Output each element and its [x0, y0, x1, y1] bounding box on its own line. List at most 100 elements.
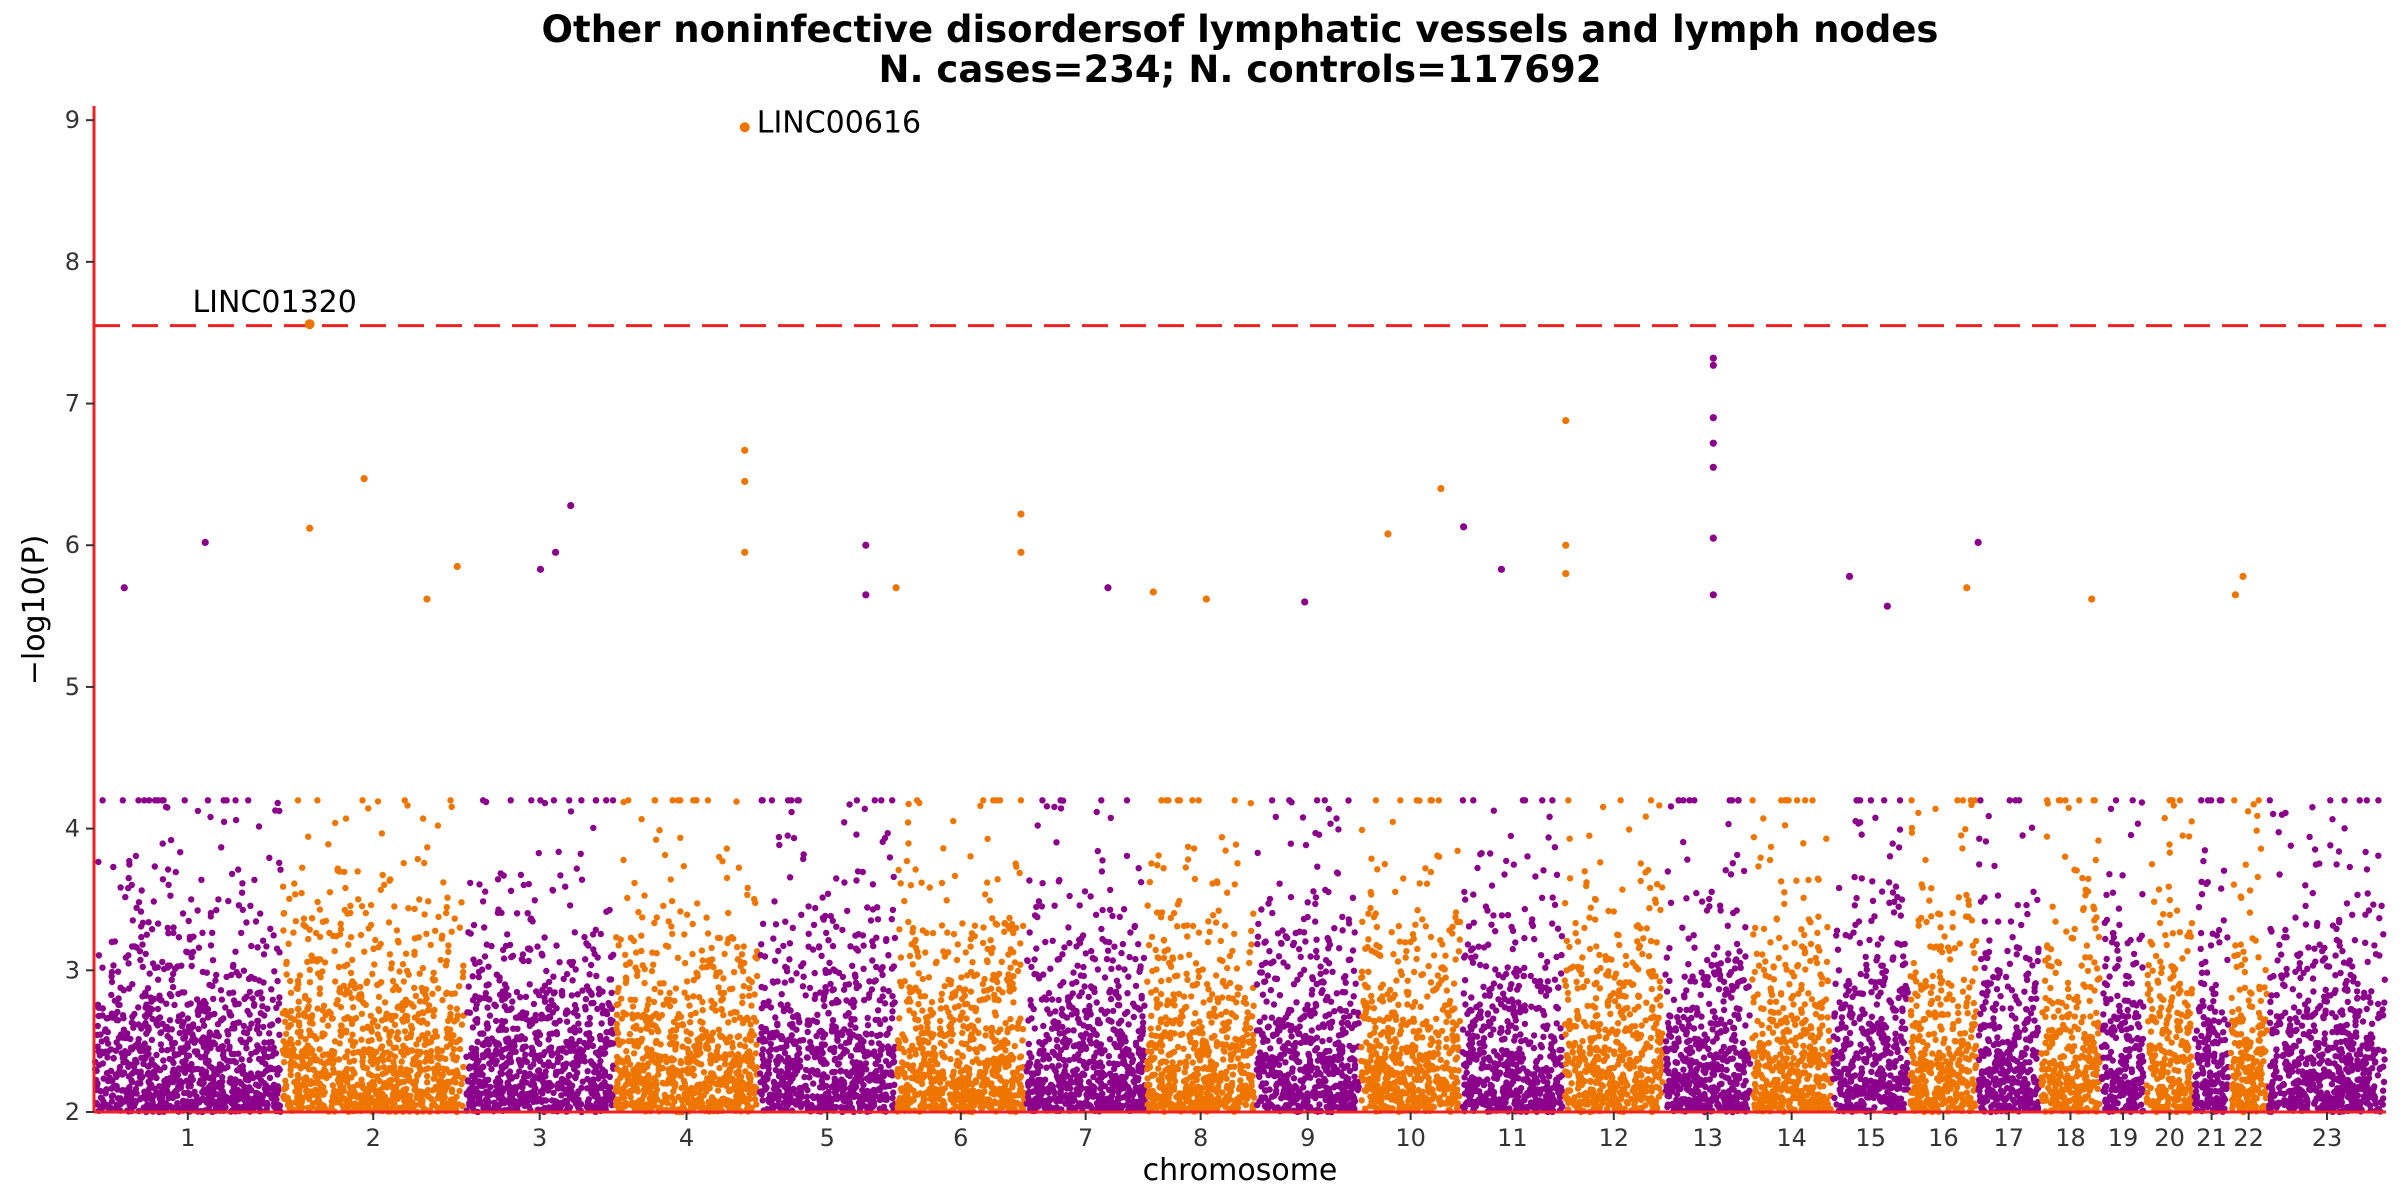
snp-point — [586, 1014, 593, 1022]
snp-point — [254, 944, 261, 951]
snp-point — [506, 1073, 513, 1080]
snp-point — [252, 918, 260, 925]
snp-point — [230, 997, 238, 1004]
snp-point — [104, 1040, 112, 1047]
snp-point — [95, 952, 103, 959]
snp-point — [331, 947, 338, 955]
snp-point — [498, 1063, 505, 1071]
snp-point — [431, 1070, 439, 1077]
snp-point — [168, 992, 175, 1000]
snp-point — [382, 1025, 389, 1033]
snp-point — [838, 1076, 845, 1083]
snp-point — [1014, 967, 1022, 975]
snp-point — [314, 797, 321, 804]
snp-point — [698, 947, 706, 954]
snp-point — [114, 1095, 122, 1102]
snp-point — [569, 958, 577, 966]
snp-point — [739, 1019, 747, 1027]
snp-point — [300, 915, 308, 922]
snp-point — [397, 1065, 405, 1072]
snp-point — [545, 1036, 552, 1043]
snp-point — [759, 1078, 766, 1086]
snp-point — [674, 954, 682, 961]
snp-point — [389, 977, 397, 985]
snp-point — [815, 943, 823, 950]
snp-point — [282, 1042, 289, 1050]
snp-point — [292, 918, 299, 925]
snp-point — [182, 1033, 189, 1041]
snp-point — [362, 909, 369, 917]
snp-point — [693, 1083, 700, 1091]
snp-point — [344, 1014, 351, 1021]
snp-point — [923, 929, 930, 936]
snp-point — [632, 964, 639, 971]
snp-point — [313, 1035, 320, 1043]
snp-point — [700, 1069, 708, 1076]
snp-point — [865, 1092, 872, 1099]
snp-point — [643, 1024, 650, 1031]
snp-point — [168, 1026, 175, 1033]
snp-point — [949, 1031, 956, 1038]
snp-point — [829, 942, 837, 950]
snp-point — [321, 959, 329, 966]
snp-point — [729, 1044, 736, 1051]
snp-point — [94, 1043, 101, 1050]
snp-point — [884, 1030, 891, 1037]
points-layer — [92, 797, 2388, 1116]
snp-point — [204, 797, 212, 804]
snp-point — [515, 1100, 522, 1107]
snp-point — [671, 1098, 678, 1105]
snp-point — [202, 1068, 210, 1075]
snp-point — [748, 1055, 756, 1062]
snp-point — [537, 797, 544, 804]
snp-point — [474, 1038, 481, 1046]
snp-point — [224, 1038, 231, 1045]
snp-point — [443, 1025, 451, 1033]
snp-point — [622, 974, 630, 981]
snp-point — [673, 1040, 680, 1047]
snp-point — [369, 1019, 376, 1026]
snp-point — [631, 1042, 638, 1049]
snp-point — [117, 884, 124, 891]
snp-point — [195, 944, 203, 951]
snp-point — [1001, 928, 1008, 935]
snp-point — [928, 998, 936, 1006]
snp-point — [449, 1051, 456, 1058]
snp-point — [111, 1084, 118, 1091]
snp-point — [185, 1052, 193, 1059]
snp-point — [703, 914, 710, 921]
snp-point — [739, 993, 746, 1000]
snp-point — [513, 1073, 520, 1080]
snp-point — [165, 881, 172, 888]
snp-point — [823, 929, 830, 937]
snp-point — [121, 1048, 129, 1055]
snp-point — [509, 998, 516, 1005]
snp-point — [145, 1063, 152, 1070]
snp-point — [566, 1104, 574, 1111]
snp-point — [599, 1002, 606, 1009]
snp-point — [657, 989, 664, 996]
snp-point — [350, 1068, 357, 1076]
snp-point — [645, 996, 652, 1003]
snp-point — [391, 903, 398, 910]
snp-point — [104, 1048, 112, 1055]
snp-point — [878, 797, 885, 804]
snp-point — [401, 1105, 408, 1112]
snp-point — [532, 1017, 539, 1024]
snp-point — [432, 1028, 439, 1035]
snp-point — [503, 1006, 511, 1014]
snp-point — [557, 1054, 564, 1061]
snp-point — [358, 1010, 366, 1017]
snp-point — [810, 921, 818, 929]
snp-point — [381, 999, 389, 1006]
snp-point — [298, 889, 305, 897]
snp-point — [476, 881, 483, 888]
snp-point — [948, 994, 955, 1001]
snp-point — [738, 951, 746, 958]
snp-point — [772, 1066, 779, 1074]
snp-point — [641, 979, 648, 987]
snp-point — [125, 960, 132, 967]
snp-point — [555, 848, 562, 855]
snp-point — [633, 1085, 640, 1092]
